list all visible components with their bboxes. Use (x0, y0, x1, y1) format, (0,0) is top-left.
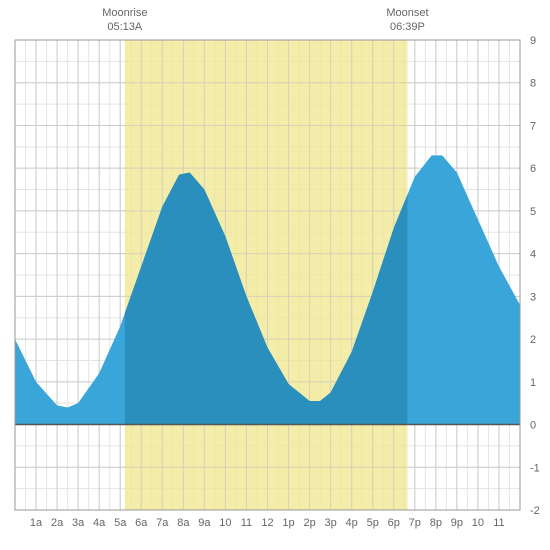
x-tick-label: 1a (30, 517, 43, 529)
y-tick-label: 2 (530, 334, 536, 346)
x-tick-label: 12 (261, 517, 273, 529)
x-tick-label: 2a (51, 517, 64, 529)
moonset-annotation: Moonset06:39P (377, 6, 437, 34)
x-tick-label: 10 (472, 517, 484, 529)
y-tick-label: 8 (530, 78, 536, 90)
x-tick-label: 9a (198, 517, 211, 529)
y-tick-label: 1 (530, 377, 536, 389)
moonrise-title: Moonrise (95, 6, 155, 20)
moonrise-annotation: Moonrise05:13A (95, 6, 155, 34)
x-tick-label: 4a (93, 517, 106, 529)
moonrise-time: 05:13A (95, 20, 155, 34)
x-tick-label: 5a (114, 517, 127, 529)
y-tick-label: -2 (530, 505, 540, 517)
x-tick-label: 2p (303, 517, 315, 529)
tide-chart: 1a2a3a4a5a6a7a8a9a1011121p2p3p4p5p6p7p8p… (0, 0, 550, 550)
x-tick-label: 3a (72, 517, 85, 529)
x-tick-label: 8a (177, 517, 190, 529)
x-tick-label: 7a (156, 517, 169, 529)
x-tick-label: 1p (282, 517, 294, 529)
y-tick-label: 5 (530, 206, 536, 218)
moonset-time: 06:39P (377, 20, 437, 34)
x-tick-label: 3p (325, 517, 337, 529)
chart-svg: 1a2a3a4a5a6a7a8a9a1011121p2p3p4p5p6p7p8p… (0, 0, 550, 550)
x-tick-label: 11 (241, 517, 252, 529)
x-tick-label: 5p (367, 517, 379, 529)
y-tick-label: 6 (530, 163, 536, 175)
x-tick-label: 7p (409, 517, 421, 529)
moonset-title: Moonset (377, 6, 437, 20)
x-tick-label: 4p (346, 517, 358, 529)
y-tick-label: -1 (530, 462, 540, 474)
x-tick-label: 8p (430, 517, 442, 529)
x-tick-label: 9p (451, 517, 463, 529)
y-tick-label: 0 (530, 420, 536, 432)
y-tick-label: 4 (530, 249, 536, 261)
x-tick-label: 11 (493, 517, 504, 529)
y-tick-label: 7 (530, 120, 536, 132)
y-tick-label: 9 (530, 35, 536, 47)
y-tick-label: 3 (530, 291, 536, 303)
x-tick-label: 6a (135, 517, 148, 529)
x-tick-label: 10 (219, 517, 231, 529)
x-tick-label: 6p (388, 517, 400, 529)
